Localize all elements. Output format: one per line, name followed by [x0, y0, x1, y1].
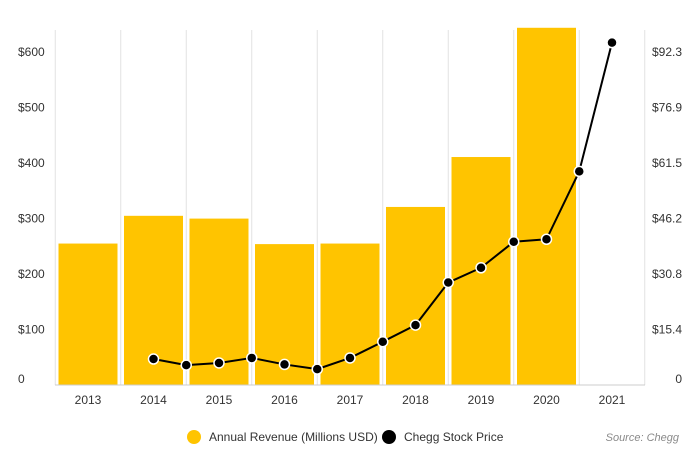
x-axis-tick-label: 2020 [533, 393, 560, 407]
right-axis-tick-label: $61.5 [652, 156, 682, 170]
stock-price-point-1 [180, 359, 192, 371]
x-axis-tick-label: 2013 [75, 393, 102, 407]
right-axis-tick-label: $76.9 [652, 101, 682, 115]
legend-stock-swatch [382, 430, 396, 444]
stock-price-point-14 [606, 36, 618, 49]
source-note: Source: Chegg [606, 432, 680, 444]
legend-stock-label: Chegg Stock Price [404, 430, 504, 444]
legend-revenue-swatch [187, 430, 201, 444]
x-axis-tick-label: 2014 [140, 393, 167, 407]
left-axis-tick-label: 0 [18, 372, 25, 386]
stock-price-point-6 [344, 352, 356, 364]
right-axis-tick-label: $15.4 [652, 322, 682, 336]
right-axis-tick-label: $46.2 [652, 211, 682, 225]
x-axis-tick-label: 2016 [271, 393, 298, 407]
stock-price-point-0 [147, 353, 160, 365]
right-axis-tick-label: 0 [675, 372, 682, 386]
right-axis-tick-label: $92.3 [652, 45, 682, 59]
left-axis-tick-label: $200 [18, 267, 45, 281]
x-axis-tick-label: 2019 [468, 393, 495, 407]
left-axis-tick-label: $400 [18, 156, 45, 170]
stock-price-point-3 [246, 352, 258, 364]
stock-price-point-4 [278, 358, 291, 371]
left-axis-tick-label: $300 [18, 212, 45, 226]
stock-price-point-11 [508, 236, 520, 248]
stock-price-point-9 [442, 276, 454, 289]
stock-price-point-10 [475, 261, 487, 274]
revenue-bar-2018 [386, 206, 445, 385]
stock-price-point-2 [213, 357, 225, 369]
revenue-bar-2020 [517, 27, 576, 385]
stock-price-point-8 [409, 319, 422, 331]
revenue-bar-2013 [58, 243, 118, 385]
x-axis-tick-label: 2018 [402, 393, 429, 407]
stock-price-point-7 [377, 335, 389, 348]
left-axis-tick-label: $100 [18, 323, 45, 337]
legend-revenue-label: Annual Revenue (Millions USD) [209, 430, 378, 444]
left-axis-tick-label: $500 [18, 101, 45, 115]
revenue-bar-2017 [320, 243, 380, 385]
stock-price-point-5 [311, 363, 323, 375]
stock-price-point-12 [540, 233, 553, 245]
x-axis-tick-label: 2015 [206, 393, 233, 407]
x-axis-tick-label: 2017 [337, 393, 364, 407]
right-axis-tick-label: $30.8 [652, 267, 682, 281]
stock-price-point-13 [573, 165, 585, 178]
x-axis-tick-label: 2021 [599, 393, 626, 407]
left-axis-tick-label: $600 [18, 45, 45, 59]
